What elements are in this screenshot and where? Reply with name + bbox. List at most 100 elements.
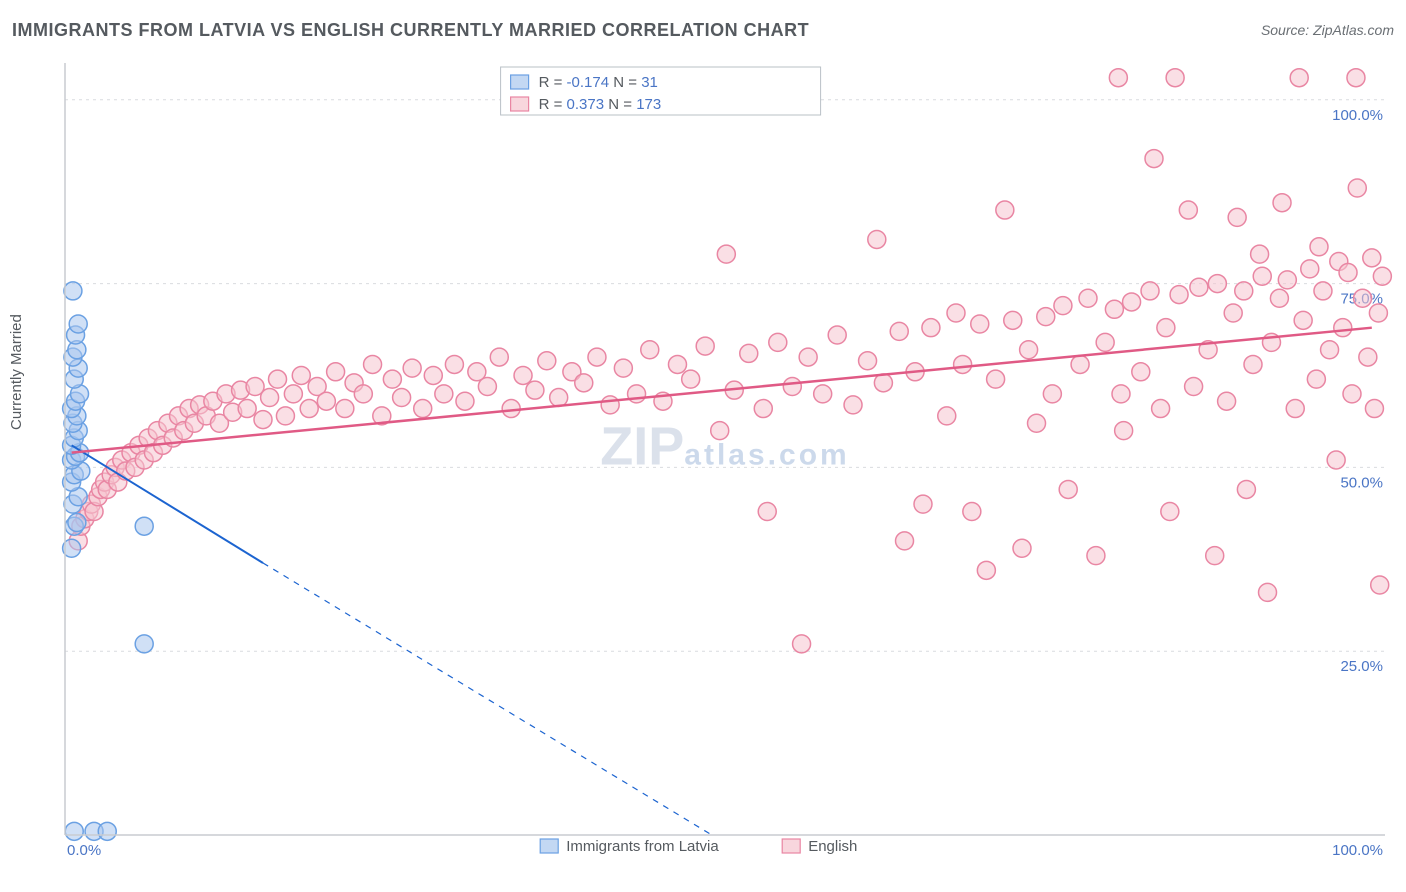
y-tick-label: 100.0% bbox=[1332, 107, 1383, 124]
english-point bbox=[383, 370, 401, 388]
correlation-scatter-chart: 25.0%50.0%75.0%100.0%ZIPatlas.com0.0%100… bbox=[45, 55, 1395, 855]
english-point bbox=[445, 355, 463, 373]
latvia-point bbox=[68, 514, 86, 532]
english-point bbox=[1071, 355, 1089, 373]
english-point bbox=[890, 322, 908, 340]
english-point bbox=[1294, 311, 1312, 329]
english-point bbox=[1244, 355, 1262, 373]
english-point bbox=[914, 495, 932, 513]
english-point bbox=[1043, 385, 1061, 403]
english-point bbox=[977, 561, 995, 579]
english-point bbox=[1166, 69, 1184, 87]
english-point bbox=[261, 389, 279, 407]
y-tick-label: 50.0% bbox=[1340, 474, 1383, 491]
english-point bbox=[1105, 300, 1123, 318]
english-point bbox=[783, 378, 801, 396]
english-point bbox=[1359, 348, 1377, 366]
english-point bbox=[717, 245, 735, 263]
english-point bbox=[1224, 304, 1242, 322]
bottom-legend-swatch bbox=[782, 839, 800, 853]
english-point bbox=[1251, 245, 1269, 263]
english-point bbox=[1334, 319, 1352, 337]
x-tick-label: 100.0% bbox=[1332, 842, 1383, 855]
english-point bbox=[1228, 208, 1246, 226]
english-point bbox=[641, 341, 659, 359]
english-point bbox=[1259, 583, 1277, 601]
english-point bbox=[1141, 282, 1159, 300]
bottom-legend-label: English bbox=[808, 838, 857, 855]
english-point bbox=[1371, 576, 1389, 594]
english-point bbox=[1020, 341, 1038, 359]
english-point bbox=[1373, 267, 1391, 285]
english-point bbox=[1123, 293, 1141, 311]
english-point bbox=[1253, 267, 1271, 285]
y-tick-label: 25.0% bbox=[1340, 658, 1383, 675]
y-axis-label: Currently Married bbox=[8, 314, 25, 430]
english-point bbox=[1059, 480, 1077, 498]
english-point bbox=[696, 337, 714, 355]
english-point bbox=[740, 344, 758, 362]
legend-stats-row: R = -0.174 N = 31 bbox=[539, 74, 658, 91]
english-point bbox=[269, 370, 287, 388]
english-point bbox=[1037, 308, 1055, 326]
english-point bbox=[1013, 539, 1031, 557]
english-point bbox=[300, 400, 318, 418]
english-point bbox=[896, 532, 914, 550]
english-point bbox=[575, 374, 593, 392]
english-point bbox=[682, 370, 700, 388]
english-point bbox=[456, 392, 474, 410]
english-point bbox=[550, 389, 568, 407]
english-point bbox=[526, 381, 544, 399]
english-point bbox=[292, 366, 310, 384]
english-point bbox=[754, 400, 772, 418]
latvia-point bbox=[69, 315, 87, 333]
english-point bbox=[814, 385, 832, 403]
english-point bbox=[478, 378, 496, 396]
english-point bbox=[1132, 363, 1150, 381]
bottom-legend-swatch bbox=[540, 839, 558, 853]
english-point bbox=[947, 304, 965, 322]
english-point bbox=[1354, 289, 1372, 307]
english-point bbox=[254, 411, 272, 429]
english-point bbox=[336, 400, 354, 418]
english-point bbox=[1273, 194, 1291, 212]
english-point bbox=[1278, 271, 1296, 289]
english-point bbox=[793, 635, 811, 653]
english-point bbox=[668, 355, 686, 373]
english-point bbox=[276, 407, 294, 425]
english-point bbox=[601, 396, 619, 414]
english-point bbox=[1235, 282, 1253, 300]
english-point bbox=[1185, 378, 1203, 396]
english-point bbox=[1321, 341, 1339, 359]
english-point bbox=[1087, 547, 1105, 565]
english-point bbox=[1369, 304, 1387, 322]
english-point bbox=[1179, 201, 1197, 219]
english-point bbox=[414, 400, 432, 418]
english-point bbox=[1161, 502, 1179, 520]
latvia-point bbox=[135, 517, 153, 535]
english-point bbox=[1290, 69, 1308, 87]
english-point bbox=[614, 359, 632, 377]
english-point bbox=[1112, 385, 1130, 403]
legend-swatch bbox=[511, 97, 529, 111]
english-point bbox=[828, 326, 846, 344]
english-point bbox=[963, 502, 981, 520]
english-point bbox=[1314, 282, 1332, 300]
english-point bbox=[1115, 422, 1133, 440]
bottom-legend-label: Immigrants from Latvia bbox=[566, 838, 719, 855]
english-point bbox=[1079, 289, 1097, 307]
english-point bbox=[1157, 319, 1175, 337]
latvia-point bbox=[135, 635, 153, 653]
english-point bbox=[1190, 278, 1208, 296]
english-point bbox=[1365, 400, 1383, 418]
english-point bbox=[1054, 297, 1072, 315]
latvia-point bbox=[64, 282, 82, 300]
english-point bbox=[859, 352, 877, 370]
english-point bbox=[514, 366, 532, 384]
english-point bbox=[354, 385, 372, 403]
english-point bbox=[1301, 260, 1319, 278]
english-point bbox=[938, 407, 956, 425]
english-point bbox=[1286, 400, 1304, 418]
english-point bbox=[844, 396, 862, 414]
english-point bbox=[1348, 179, 1366, 197]
